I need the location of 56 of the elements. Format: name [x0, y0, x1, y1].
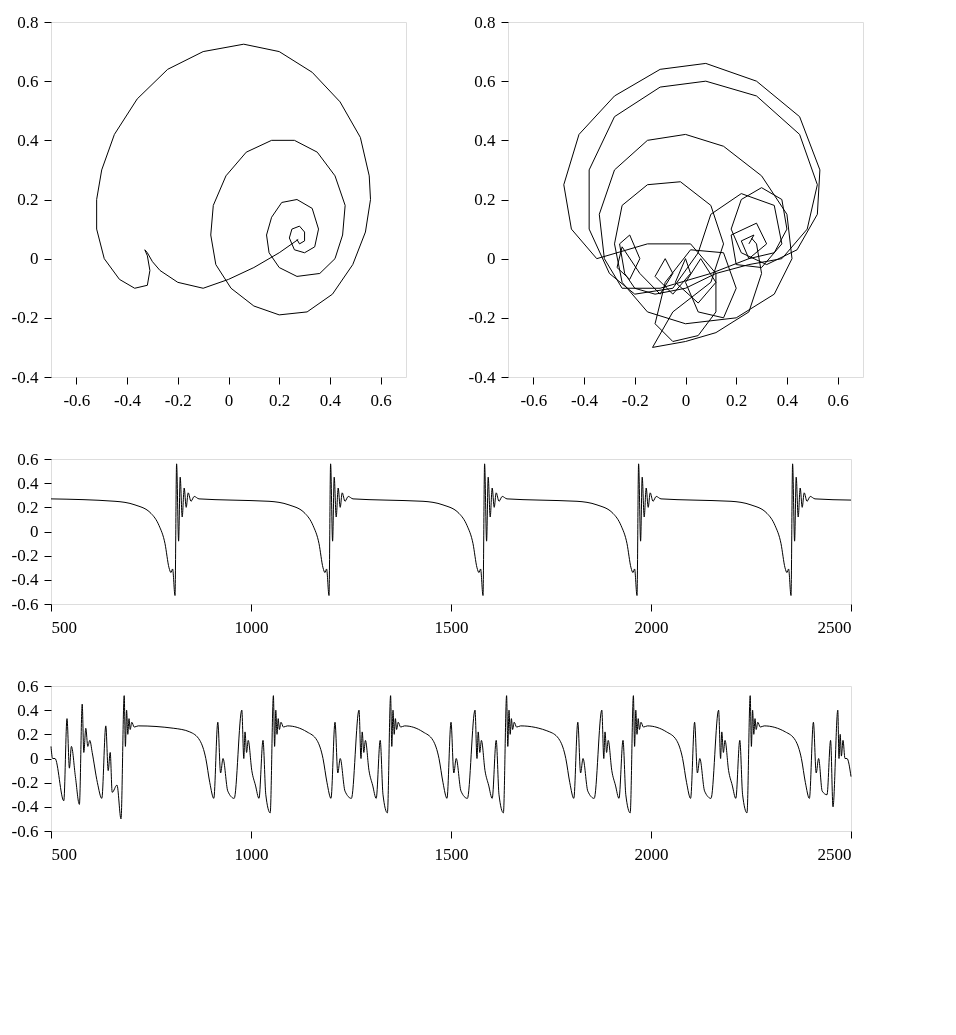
y-tick-label: -0.2: [11, 773, 39, 793]
x-tick-label: 1500: [434, 844, 469, 864]
x-tick-label: 1000: [234, 617, 269, 637]
x-tick-label: 0: [681, 390, 691, 410]
x-tick-label: 0.6: [370, 390, 392, 410]
x-tick-label: 500: [51, 617, 77, 637]
y-tick-label: 0.6: [17, 449, 39, 469]
x-tick-label: 0.4: [776, 390, 799, 410]
x-tick-label: 2500: [817, 844, 852, 864]
x-tick-label: 2000: [634, 617, 669, 637]
y-tick-label: 0.8: [17, 12, 39, 32]
y-tick-label: -0.2: [468, 308, 496, 328]
y-tick-label: 0: [30, 522, 39, 541]
y-tick-label: -0.4: [468, 367, 496, 387]
x-tick-label: 2500: [817, 617, 852, 637]
y-tick-label: 0.2: [17, 724, 39, 744]
y-tick-label: 0: [487, 249, 496, 269]
y-tick-label: 0.4: [474, 130, 496, 150]
x-tick-label: 2000: [634, 844, 669, 864]
x-tick-label: -0.4: [571, 390, 599, 410]
x-tick-label: 0.2: [269, 390, 291, 410]
line-series: [50, 463, 852, 597]
y-tick-label: -0.6: [11, 821, 39, 841]
y-tick-label: -0.4: [11, 797, 39, 817]
y-tick-label: 0.6: [474, 71, 496, 91]
line-series: [563, 62, 821, 348]
x-tick-label: 500: [51, 844, 77, 864]
y-tick-label: 0.4: [17, 473, 39, 493]
x-tick-label: 1500: [434, 617, 469, 637]
line-series: [96, 43, 371, 316]
x-tick-label: -0.4: [114, 390, 142, 410]
y-tick-label: -0.2: [11, 308, 39, 328]
line-series: [50, 695, 852, 820]
y-tick-label: -0.4: [11, 367, 39, 387]
x-tick-label: 0: [224, 390, 234, 410]
y-tick-label: 0.2: [474, 190, 496, 209]
y-tick-label: 0.4: [17, 700, 39, 720]
x-tick-label: -0.6: [520, 390, 548, 410]
y-tick-label: 0.6: [17, 676, 39, 696]
x-tick-label: -0.2: [164, 390, 192, 410]
y-tick-label: -0.6: [11, 594, 39, 614]
y-tick-label: 0.2: [17, 190, 39, 209]
x-tick-label: -0.2: [621, 390, 649, 410]
y-tick-label: -0.4: [11, 570, 39, 590]
y-tick-label: -0.2: [11, 546, 39, 566]
y-tick-label: 0: [30, 249, 39, 269]
x-tick-label: 0.6: [827, 390, 849, 410]
y-tick-label: 0.8: [474, 12, 496, 32]
x-tick-label: 1000: [234, 844, 269, 864]
y-tick-label: 0.4: [17, 130, 39, 150]
y-tick-label: 0.2: [17, 497, 39, 517]
x-tick-label: -0.6: [63, 390, 91, 410]
y-tick-label: 0.6: [17, 71, 39, 91]
x-tick-label: 0.2: [726, 390, 748, 410]
x-tick-label: 0.4: [319, 390, 342, 410]
y-tick-label: 0: [30, 749, 39, 768]
